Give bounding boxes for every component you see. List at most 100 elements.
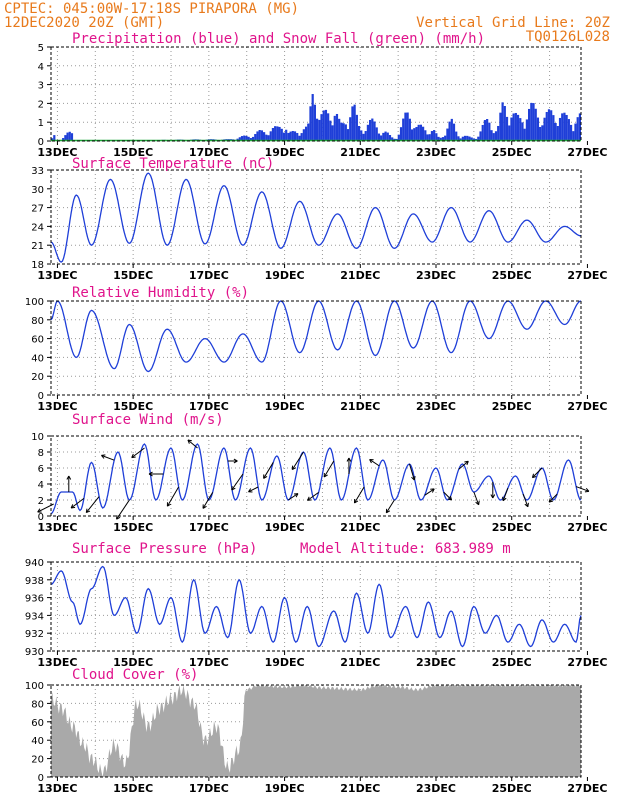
- wind-vector-head: [248, 488, 253, 493]
- cloud-cover-ytick-label: 60: [31, 718, 44, 729]
- wind-vector-head: [85, 508, 91, 514]
- wind-vector: [369, 459, 380, 467]
- precip-bar: [70, 133, 74, 141]
- wind-ytick-label: 2: [38, 496, 44, 507]
- cloud-cover-xtick-label: 23DEC: [416, 782, 456, 795]
- temperature-xtick-label: 17DEC: [189, 269, 229, 282]
- cloud-cover-xtick-label: 25DEC: [492, 782, 532, 795]
- precip-bar: [578, 113, 581, 141]
- wind-vector-head: [369, 458, 374, 464]
- precip-bar: [388, 135, 392, 141]
- humidity-ytick-label: 80: [31, 316, 44, 327]
- temperature-line: [50, 172, 582, 263]
- pressure-subtitle: Model Altitude: 683.989 m: [300, 541, 511, 557]
- wind-vector-head: [524, 502, 529, 508]
- precip-bar: [521, 122, 524, 141]
- wind-vector-head: [385, 508, 391, 514]
- pressure-panel: 930 932 934 936 938 940 13DEC 15DEC 17DEC 19DEC 21…: [25, 541, 608, 669]
- temperature-xtick-label: 25DEC: [492, 269, 532, 282]
- humidity-frame: [50, 300, 582, 396]
- precip-bar: [263, 132, 266, 141]
- wind-vector: [323, 460, 335, 478]
- wind-vector-head: [148, 471, 153, 477]
- precip-bar: [413, 128, 416, 141]
- precip-bar: [410, 129, 414, 141]
- precip-bar: [479, 131, 482, 141]
- pressure-xtick-label: 15DEC: [113, 656, 153, 669]
- precip-bar: [360, 130, 363, 141]
- precip-bar: [417, 124, 420, 141]
- precipitation-ytick-label: 4: [38, 62, 44, 73]
- precip-bar: [64, 135, 67, 141]
- precip-bar: [463, 135, 467, 141]
- precip-bar: [342, 123, 345, 141]
- wind-vector-head: [430, 488, 435, 493]
- wind-vector: [409, 463, 415, 481]
- wind-vector-head: [323, 472, 328, 478]
- precip-bar: [461, 136, 464, 141]
- precipitation-frame: [50, 46, 582, 142]
- humidity-xtick-label: 15DEC: [113, 400, 153, 413]
- wind-panel: 0 2 4 6 8 10 13DEC 15DEC 17DEC 19DEC 21DEC 23DEC 25D…: [31, 412, 607, 534]
- precip-bar: [508, 125, 511, 141]
- wind-vector-head: [131, 453, 136, 459]
- precip-bar: [391, 137, 394, 141]
- precip-bar: [437, 136, 440, 141]
- precip-bar: [444, 135, 447, 141]
- humidity-line: [50, 300, 582, 373]
- pressure-xtick-label: 17DEC: [189, 656, 229, 669]
- pressure-ytick-label: 932: [25, 629, 44, 640]
- wind-vector: [575, 486, 590, 492]
- header-location: CPTEC: 045:00W-17:18S PIRAPORA (MG): [4, 1, 299, 17]
- pressure-xtick-label: 21DEC: [340, 656, 380, 669]
- precipitation-bars: [51, 94, 581, 141]
- wind-vector: [231, 473, 244, 491]
- precipitation-xtick-label: 17DEC: [189, 146, 229, 159]
- header-datetime: 12DEC2020 20Z (GMT): [4, 15, 164, 31]
- precip-bar: [296, 132, 299, 141]
- precip-bar: [448, 121, 451, 141]
- cloud-cover-xtick-label: 19DEC: [265, 782, 305, 795]
- precip-bar: [267, 135, 270, 141]
- wind-line: [50, 443, 582, 515]
- precip-bar: [556, 125, 559, 141]
- pressure-xtick-label: 13DEC: [37, 656, 77, 669]
- precip-bar: [492, 133, 495, 141]
- precip-bar: [426, 134, 429, 141]
- precip-bar: [563, 112, 566, 141]
- precip-bar: [364, 131, 367, 141]
- wind-vector: [443, 491, 452, 501]
- wind-vector-head: [531, 473, 537, 479]
- precip-bar: [355, 114, 358, 141]
- precip-bar: [490, 130, 493, 141]
- wind-vector: [202, 492, 214, 509]
- humidity-title: Relative Humidity (%): [72, 285, 249, 301]
- precip-bar: [512, 113, 515, 141]
- precipitation-xtick-label: 27DEC: [567, 146, 607, 159]
- humidity-ytick-label: 60: [31, 335, 44, 346]
- wind-vector: [70, 497, 85, 509]
- pressure-xtick-label: 25DEC: [492, 656, 532, 669]
- wind-ytick-label: 0: [38, 512, 44, 523]
- precip-bar: [569, 124, 573, 141]
- precip-bar: [375, 127, 378, 141]
- precip-bar: [481, 124, 484, 141]
- precip-bar: [536, 117, 540, 141]
- wind-vector-head: [231, 485, 236, 491]
- precip-bar: [256, 131, 259, 141]
- precip-bar: [419, 124, 422, 141]
- precip-bar: [525, 119, 528, 141]
- pressure-ytick-label: 940: [25, 558, 44, 569]
- precip-bar: [470, 137, 473, 141]
- humidity-ytick-label: 20: [31, 372, 44, 383]
- wind-vector-head: [584, 487, 590, 493]
- precipitation-ytick-label: 1: [38, 118, 44, 129]
- wind-vector-head: [353, 498, 359, 504]
- temperature-xtick-label: 21DEC: [340, 269, 380, 282]
- wind-vector-head: [291, 465, 297, 471]
- precip-bar: [366, 124, 369, 141]
- precip-bar: [66, 132, 69, 141]
- precip-bar: [240, 136, 244, 141]
- wind-vector-head: [502, 496, 507, 502]
- precip-bar: [274, 126, 277, 141]
